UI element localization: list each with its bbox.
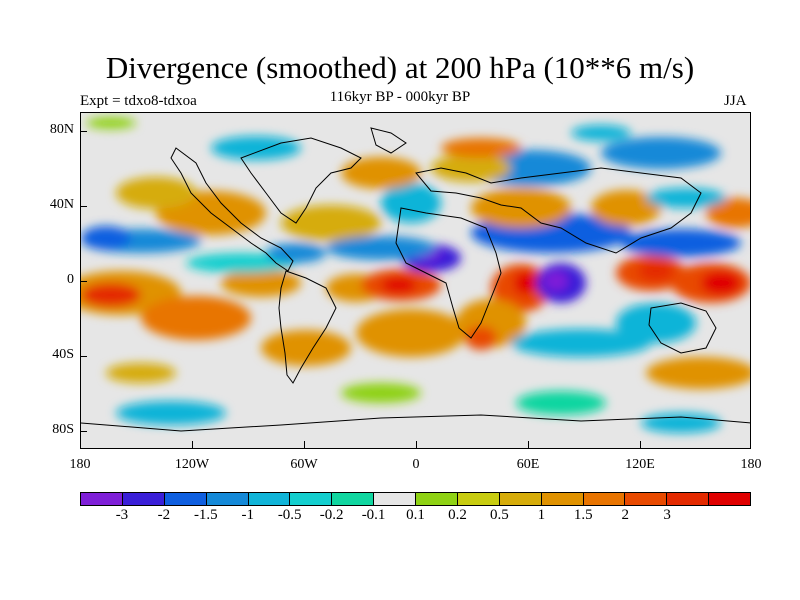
colorbar-swatch (374, 493, 416, 505)
colorbar-swatch (499, 493, 542, 505)
colorbar-swatch (709, 493, 750, 505)
antarctica-coast (81, 414, 750, 432)
colorbar-label: 1.5 (573, 507, 593, 523)
colorbar-label: -2 (157, 507, 171, 523)
colorbar-swatch (332, 493, 375, 505)
greenland-coast (370, 127, 407, 154)
colorbar-label: -0.5 (277, 507, 302, 523)
colorbar-swatch (290, 493, 333, 505)
colorbar-label: 0.5 (490, 507, 509, 523)
x-tick-label: 120E (625, 457, 655, 472)
y-tick (80, 131, 87, 132)
x-tick (416, 441, 417, 448)
colorbar-swatch (457, 493, 500, 505)
x-tick-label: 0 (412, 457, 420, 472)
colorbar-swatch (416, 493, 458, 505)
colorbar-swatch (583, 493, 626, 505)
colorbar-label: 3 (663, 507, 671, 523)
colorbar-label: -1.5 (193, 507, 218, 523)
colorbar-swatch (81, 493, 123, 505)
x-tick (640, 441, 641, 448)
colorbar-swatch (248, 493, 291, 505)
y-tick-label: 80S (52, 422, 74, 437)
page-title: Divergence (smoothed) at 200 hPa (10**6 … (105, 50, 695, 85)
x-tick (528, 441, 529, 448)
colorbar-label: 1 (537, 507, 546, 523)
colorbar (80, 492, 751, 506)
colorbar-swatch (667, 493, 710, 505)
eurasia-coast (415, 167, 702, 254)
colorbar-swatch (541, 493, 584, 505)
colorbar-label: -0.2 (319, 507, 344, 523)
colorbar-label: -1 (241, 507, 255, 523)
subtitle: 116kyr BP - 000kyr BP (329, 89, 471, 105)
y-tick-label: 40N (49, 197, 74, 212)
y-tick-label: 0 (67, 272, 74, 287)
colorbar-label: 0.2 (448, 507, 467, 523)
colorbar-label: 0.1 (406, 507, 425, 523)
colorbar-swatch (206, 493, 249, 505)
colorbar-label: -0.1 (361, 507, 386, 523)
colorbar-swatch (122, 493, 165, 505)
y-tick-label: 40S (52, 347, 74, 362)
y-tick (80, 281, 87, 282)
x-tick-label: 180 (69, 457, 91, 472)
x-tick-label: 120W (174, 457, 210, 472)
y-tick-label: 80N (49, 122, 74, 137)
season-label: JJA (724, 93, 747, 109)
x-tick (304, 441, 305, 448)
x-tick-label: 60W (290, 457, 318, 472)
north-america-coast (170, 147, 294, 272)
x-tick (192, 441, 193, 448)
x-tick-label: 60E (516, 457, 540, 472)
colorbar-swatch (164, 493, 207, 505)
y-tick (80, 206, 87, 207)
colorbar-label: 2 (621, 507, 629, 523)
y-tick (80, 356, 87, 357)
coastlines (81, 127, 750, 432)
experiment-label: Expt = tdxo8-tdxoa (80, 93, 197, 109)
divergence-field-map (81, 113, 750, 448)
south-america-coast (278, 270, 337, 384)
africa-coast (395, 207, 502, 339)
colorbar-swatch (625, 493, 668, 505)
australia-coast (648, 302, 717, 354)
y-tick (80, 431, 87, 432)
colorbar-label: -3 (115, 507, 129, 523)
map-panel (80, 112, 751, 449)
north-america-north-coast (240, 137, 362, 224)
x-tick-label: 180 (740, 457, 762, 472)
